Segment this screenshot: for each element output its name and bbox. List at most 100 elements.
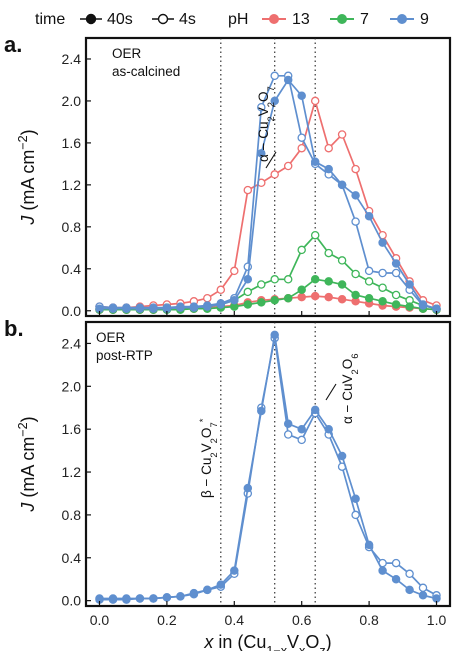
legend-ph-marker [397,14,407,24]
phase-label-pointer [265,151,277,169]
phase-label-alpha-cuv2o6: α − CuV2O6 [340,354,361,424]
data-point-ph9-40s [243,275,253,284]
phase-label-beta-cu2v2o7: β − Cu2V2O7* [198,418,220,498]
data-point-ph9-40s [283,419,293,429]
panel-annotation: as-calcined [112,64,180,79]
data-point-ph9-40s [243,483,253,493]
x-tick-label: 0.0 [90,612,110,628]
data-point-ph9-4s [378,268,387,278]
data-point-ph9-40s [391,259,401,268]
data-point-ph13-4s [337,130,347,139]
x-tick-label: 0.6 [292,612,312,628]
data-point-ph9-40s [405,280,414,289]
data-point-ph9-40s [230,566,239,575]
legend-time-label: time [35,11,65,28]
data-point-ph9-40s [297,424,306,434]
data-point-ph9-4s [243,262,253,271]
x-tick-label: 0.2 [157,612,177,628]
data-point-ph13-4s [270,170,279,179]
data-point-ph9-4s [391,558,401,568]
legend-time-marker [85,13,97,25]
data-point-ph13-4s [216,285,226,295]
data-point-ph7-40s [257,298,266,307]
data-point-ph9-40s [230,296,239,305]
data-point-ph9-40s [391,574,401,584]
data-point-ph9-40s [149,304,158,313]
y-tick-label: 2.0 [62,378,82,394]
data-point-ph9-40s [108,304,118,313]
data-point-ph13-4s [351,164,360,174]
legend-ph-item-7: 7 [360,11,369,28]
data-point-ph9-40s [405,585,414,595]
y-tick-label: 0.0 [62,303,82,319]
data-point-ph9-40s [297,91,306,100]
x-axis: 0.0 0.2 0.4 0.6 0.8 1.0 x in (Cu1−xVxOz) [90,612,447,651]
data-point-ph7-4s [243,287,253,297]
y-tick-label: 2.4 [62,335,82,351]
data-point-ph9-40s [364,540,374,550]
legend-time-item-40s: 40s [107,11,133,28]
data-point-ph9-40s [283,75,293,85]
data-point-ph7-4s [270,275,279,284]
data-point-ph9-40s [364,212,374,221]
y-tick-label: 0.4 [62,550,82,566]
panel-label: a. [4,32,22,57]
y-tick-label: 1.2 [62,177,82,193]
y-axis-label: J (mA cm−2) [16,129,38,225]
data-point-ph13-4s [230,266,239,276]
data-point-ph9-40s [378,566,387,575]
x-axis-label: x in (Cu1−xVxOz) [203,632,331,651]
data-point-ph7-40s [337,280,347,289]
data-point-ph9-4s [351,217,360,226]
data-point-ph7-40s [243,300,253,309]
data-point-ph9-4s [351,510,360,520]
data-point-ph7-40s [391,300,401,309]
data-point-ph9-40s [257,149,266,158]
y-tick-label: 1.2 [62,464,82,480]
data-point-ph9-40s [270,330,279,340]
y-tick-label: 0.0 [62,593,82,609]
data-point-ph13-4s [297,143,306,153]
data-point-ph9-40s [337,451,347,461]
data-point-ph9-4s [391,268,401,278]
data-point-ph7-40s [351,290,360,300]
phase-label-pointer [325,383,337,401]
legend-ph-marker [337,14,347,24]
data-point-ph9-40s [378,238,387,247]
data-point-ph7-4s [324,248,333,258]
data-point-ph9-4s [257,102,266,112]
data-point-ph9-40s [257,406,266,416]
data-point-ph7-40s [324,277,333,286]
data-point-ph9-4s [297,133,306,142]
data-point-ph7-40s [297,285,306,295]
data-point-ph13-40s [297,292,306,302]
data-point-ph7-4s [364,277,374,286]
data-point-ph7-40s [270,296,279,305]
data-point-ph13-40s [310,291,320,301]
y-tick-label: 1.6 [62,135,82,151]
data-point-ph9-40s [149,594,158,603]
legend-ph-marker [269,14,279,24]
data-point-ph9-40s [122,595,131,604]
data-point-ph9-40s [162,593,172,602]
data-point-ph9-40s [135,304,145,313]
data-point-ph9-40s [418,300,428,309]
data-point-ph7-4s [351,269,360,279]
data-point-ph9-4s [364,266,374,276]
x-tick-label: 0.4 [225,612,245,628]
y-tick-label: 1.6 [62,421,82,437]
data-point-ph7-4s [310,230,320,240]
x-tick-label: 0.8 [359,612,379,628]
data-point-ph7-40s [378,297,387,306]
data-point-ph9-40s [337,180,347,190]
data-point-ph9-40s [310,157,320,167]
y-tick-label: 2.4 [62,51,82,67]
y-tick-label: 0.8 [62,219,82,235]
legend-ph-item-9: 9 [420,11,429,28]
data-point-ph9-40s [351,494,360,504]
data-point-ph7-4s [337,256,347,265]
data-point-ph13-40s [337,294,347,304]
panel-annotation: OER [96,330,126,345]
data-point-ph9-4s [405,569,414,579]
legend: time 40s 4s pH 13 7 9 [35,11,429,28]
